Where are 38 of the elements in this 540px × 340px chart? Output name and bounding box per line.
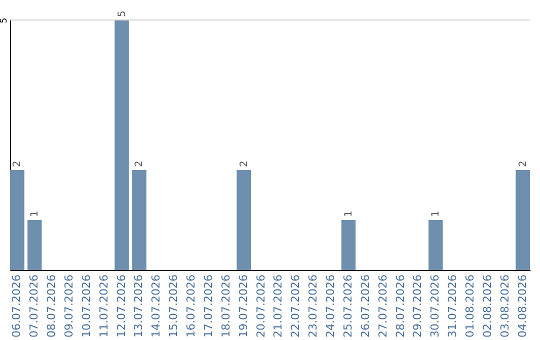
x-tick-label: 15.07.2026 bbox=[167, 274, 180, 338]
data-label: 2 bbox=[12, 160, 24, 167]
x-tick-label: 14.07.2026 bbox=[150, 274, 163, 338]
x-tick-label: 08.07.2026 bbox=[45, 274, 58, 338]
x-tick-label: 18.07.2026 bbox=[219, 274, 232, 338]
x-tick-label: 23.07.2026 bbox=[306, 274, 320, 338]
x-tick-label: 12.07.2026 bbox=[114, 274, 128, 338]
x-tick-label: 31.07.2026 bbox=[446, 274, 460, 338]
x-tick-label: 20.07.2026 bbox=[254, 274, 268, 338]
data-label: 1 bbox=[30, 210, 41, 217]
data-label: 2 bbox=[134, 160, 146, 167]
x-tick-label: 02.08.2026 bbox=[480, 274, 494, 338]
x-tick-label: 01.08.2026 bbox=[464, 274, 477, 338]
x-tick-label: 10.07.2026 bbox=[80, 274, 93, 338]
x-tick-label: 17.07.2026 bbox=[202, 274, 215, 338]
x-tick-label: 19.07.2026 bbox=[236, 274, 250, 338]
x-tick-label: 26.07.2026 bbox=[358, 274, 372, 338]
x-tick-label: 09.07.2026 bbox=[62, 274, 76, 338]
x-tick-label: 13.07.2026 bbox=[132, 274, 146, 338]
data-label: 2 bbox=[238, 160, 250, 167]
x-tick-label: 29.07.2026 bbox=[411, 274, 424, 338]
x-tick-label: 16.07.2026 bbox=[184, 274, 198, 338]
x-tick-label: 27.07.2026 bbox=[376, 274, 390, 338]
x-tick-label: 30.07.2026 bbox=[428, 274, 442, 338]
x-tick-label: 04.08.2026 bbox=[516, 274, 529, 338]
data-label: 2 bbox=[518, 160, 529, 167]
data-label: 1 bbox=[430, 210, 442, 217]
x-tick-label: 11.07.2026 bbox=[97, 274, 110, 338]
data-label: 5 bbox=[116, 10, 128, 17]
x-tick-label: 24.07.2026 bbox=[324, 274, 338, 338]
x-tick-label: 21.07.2026 bbox=[272, 274, 285, 338]
data-label: 1 bbox=[343, 210, 354, 217]
x-tick-label: 28.07.2026 bbox=[394, 274, 407, 338]
x-tick-label: 07.07.2026 bbox=[28, 274, 41, 338]
x-tick-label: 03.08.2026 bbox=[498, 274, 512, 338]
x-tick-label: 22.07.2026 bbox=[289, 274, 302, 338]
x-tick-label: 25.07.2026 bbox=[341, 274, 354, 338]
x-tick-label: 06.07.2026 bbox=[10, 274, 24, 338]
